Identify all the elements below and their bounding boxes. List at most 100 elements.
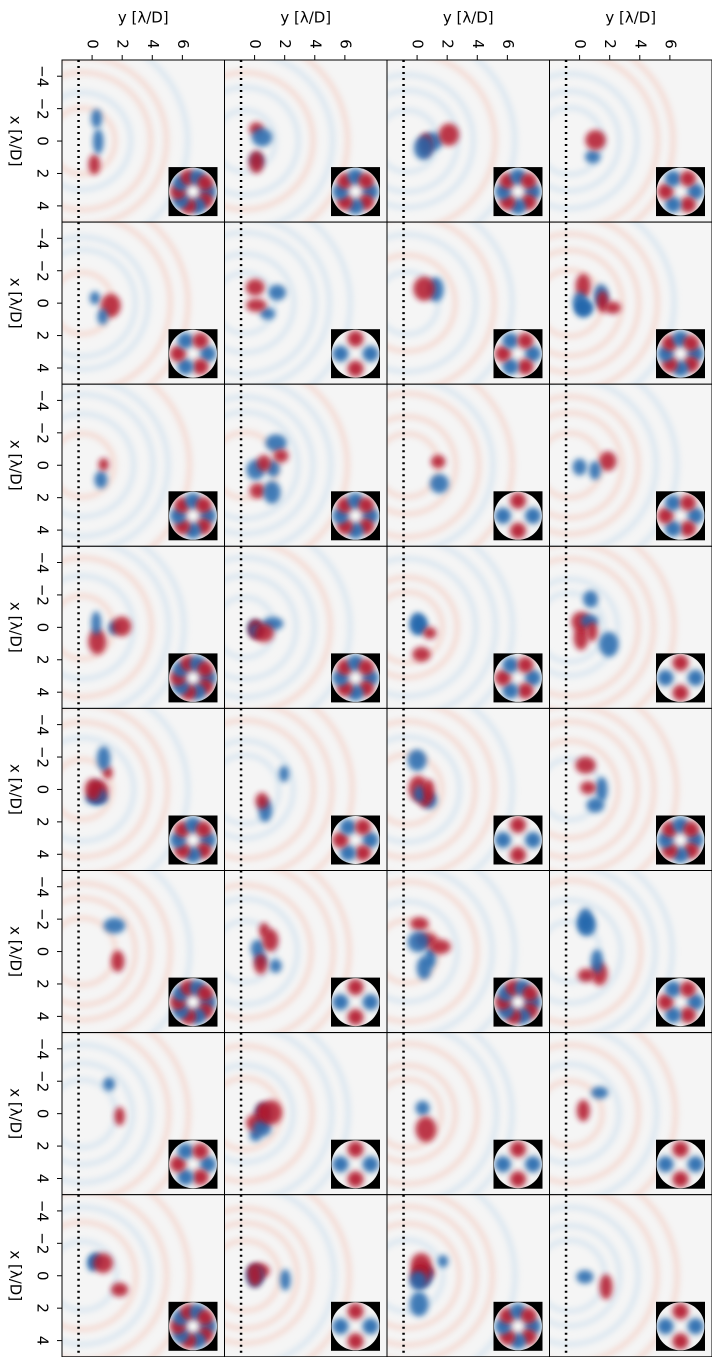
inset-lobe xyxy=(197,985,213,1001)
blob xyxy=(605,301,621,313)
blob xyxy=(583,590,598,607)
inset-lobe xyxy=(510,1141,526,1157)
blob xyxy=(414,136,433,160)
x-tick-label: 0 xyxy=(409,39,427,49)
y-axis-label: x [λ/D] xyxy=(7,278,25,329)
blob xyxy=(423,780,434,802)
blob xyxy=(90,291,100,304)
blob xyxy=(578,908,593,932)
inset-lobe xyxy=(688,670,704,686)
blob xyxy=(91,611,101,635)
inset-lobe xyxy=(665,171,681,187)
inset-lobe xyxy=(348,331,364,347)
x-tick-label: 4 xyxy=(469,39,487,49)
y-tick-label: −4 xyxy=(34,714,52,736)
inset-lobe xyxy=(688,1318,704,1334)
blob xyxy=(599,451,616,471)
blob xyxy=(268,285,286,301)
y-tick-label: −2 xyxy=(34,584,52,606)
x-tick-label: 0 xyxy=(84,39,102,49)
inset-lobe xyxy=(348,1009,364,1025)
y-axis-label: x [λ/D] xyxy=(7,440,25,491)
blob xyxy=(97,746,111,770)
y-tick-label: 2 xyxy=(34,655,52,665)
blob xyxy=(430,474,449,493)
inset-lobe xyxy=(193,359,209,375)
y-tick-label: 4 xyxy=(34,363,52,373)
x-tick-label: 6 xyxy=(174,39,192,49)
blob xyxy=(257,455,271,471)
y-tick-label: 0 xyxy=(34,623,52,633)
inset-lobe xyxy=(358,659,374,675)
inset-lobe xyxy=(521,1308,537,1324)
blob xyxy=(98,458,108,471)
inset-lobe xyxy=(680,521,696,537)
x-tick-label: 2 xyxy=(439,39,457,49)
x-axis-label: y [λ/D] xyxy=(118,9,169,27)
inset-lobe xyxy=(525,508,541,524)
blob xyxy=(413,277,435,301)
inset-lobe xyxy=(518,333,534,349)
y-tick-label: −4 xyxy=(34,227,52,249)
blob xyxy=(260,1100,282,1125)
blob xyxy=(250,483,266,498)
y-tick-label: 0 xyxy=(34,1271,52,1281)
y-tick-label: 2 xyxy=(34,331,52,341)
inset-lobe xyxy=(665,981,681,997)
y-axis-label: x [λ/D] xyxy=(7,116,25,167)
y-tick-label: −2 xyxy=(34,98,52,120)
inset-lobe xyxy=(197,175,213,191)
inset-lobe xyxy=(658,1156,674,1172)
blob xyxy=(439,123,459,145)
y-tick-label: 0 xyxy=(34,947,52,957)
inset-lobe xyxy=(665,495,681,511)
blob xyxy=(576,1270,593,1283)
inset-lobe xyxy=(673,1303,689,1319)
x-axis-label: y [λ/D] xyxy=(280,9,331,27)
blob xyxy=(575,757,595,774)
inset-lobe xyxy=(340,819,356,835)
inset-lobe xyxy=(363,994,379,1010)
x-axis-label: y [λ/D] xyxy=(605,9,656,27)
blob xyxy=(585,130,605,150)
blob xyxy=(255,793,268,809)
y-tick-label: 2 xyxy=(34,169,52,179)
blob xyxy=(431,455,446,468)
inset-lobe xyxy=(525,1156,541,1172)
inset-lobe xyxy=(680,1007,696,1023)
y-tick-label: −4 xyxy=(34,389,52,411)
inset-lobe xyxy=(673,685,689,701)
inset-lobe xyxy=(495,832,511,848)
inset-lobe xyxy=(197,661,213,677)
y-tick-label: 2 xyxy=(34,493,52,503)
blob xyxy=(111,951,124,972)
blob xyxy=(586,798,604,813)
blob xyxy=(262,929,278,952)
blob xyxy=(246,299,267,312)
blob xyxy=(410,1292,429,1317)
blob xyxy=(263,481,280,504)
blob xyxy=(246,279,265,296)
blob xyxy=(415,1117,436,1143)
y-tick-label: −2 xyxy=(34,1070,52,1092)
blob xyxy=(410,612,425,635)
inset-lobe xyxy=(495,1156,511,1172)
blob xyxy=(423,627,436,639)
y-tick-label: 2 xyxy=(34,979,52,989)
inset-lobe xyxy=(518,683,534,699)
y-tick-label: −4 xyxy=(34,1200,52,1222)
y-axis-label: x [λ/D] xyxy=(7,1088,25,1139)
y-tick-label: −4 xyxy=(34,876,52,898)
inset-lobe xyxy=(525,832,541,848)
inset-lobe xyxy=(333,1156,349,1172)
inset-lobe xyxy=(363,1156,379,1172)
y-axis-label: x [λ/D] xyxy=(7,602,25,653)
blob xyxy=(97,309,108,325)
inset-lobe xyxy=(333,994,349,1010)
blob xyxy=(94,471,107,489)
blob xyxy=(103,918,125,934)
blob xyxy=(111,1283,128,1297)
inset-lobe xyxy=(178,333,194,349)
inset-lobe xyxy=(518,657,534,673)
